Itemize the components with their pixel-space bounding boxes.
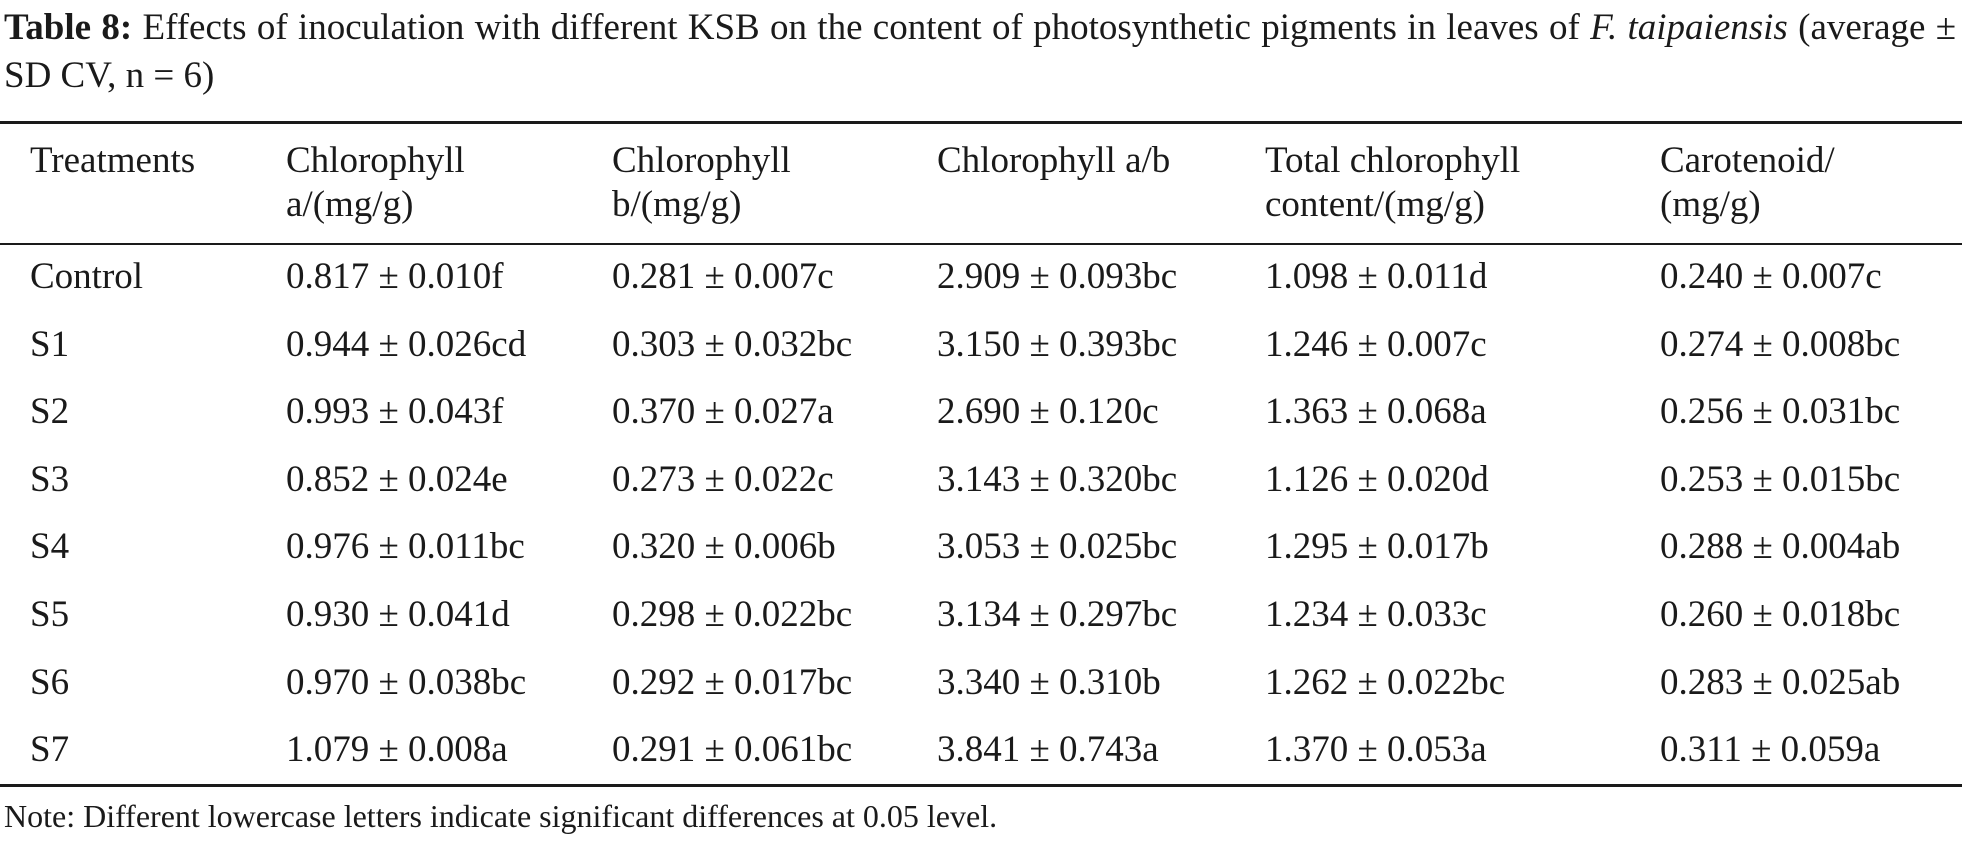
cell-chlorophyll-b: 0.291 ± 0.061bc (612, 729, 853, 771)
table-row: S7 1.079 ± 0.008a 0.291 ± 0.061bc 3.841 ± 0… (0, 716, 1962, 784)
cell-chlorophyll-a: 0.944 ± 0.026cd (286, 323, 527, 365)
header-total-chlorophyll: Total chlorophyll content/(mg/g) (1265, 140, 1521, 225)
cell-total-chlorophyll: 1.370 ± 0.053a (1265, 729, 1487, 771)
table-label: Table 8: (4, 7, 133, 48)
cell-chlorophyll-a: 0.817 ± 0.010f (286, 256, 504, 297)
cell-chlorophyll-b: 0.298 ± 0.022bc (612, 593, 853, 635)
table-row: S3 0.852 ± 0.024e 0.273 ± 0.022c 3.143 ± 0.… (0, 446, 1962, 514)
cell-chlorophyll-ab-ratio: 3.340 ± 0.310b (937, 661, 1161, 703)
table-row: S2 0.993 ± 0.043f 0.370 ± 0.027a 2.690 ± 0.… (0, 378, 1962, 446)
header-chlorophyll-a: Chlorophyll a/(mg/g) (286, 140, 465, 225)
caption-species: F. taipaiensis (1590, 7, 1788, 48)
table-top-rule (0, 121, 1962, 124)
table-header-rule (0, 243, 1962, 245)
cell-carotenoid: 0.288 ± 0.004ab (1660, 526, 1901, 568)
table-body: Control 0.817 ± 0.010f 0.281 ± 0.007c 2.909… (0, 243, 1962, 784)
cell-chlorophyll-ab-ratio: 3.150 ± 0.393bc (937, 323, 1178, 365)
cell-carotenoid: 0.256 ± 0.031bc (1660, 391, 1901, 433)
header-chlorophyll-ab-ratio: Chlorophyll a/b (937, 140, 1171, 181)
cell-chlorophyll-b: 0.281 ± 0.007c (612, 256, 834, 297)
cell-chlorophyll-a: 1.079 ± 0.008a (286, 729, 508, 771)
table-caption: Table 8: Effects of inoculation with dif… (4, 4, 1956, 100)
cell-chlorophyll-ab-ratio: 2.909 ± 0.093bc (937, 256, 1178, 297)
cell-total-chlorophyll: 1.246 ± 0.007c (1265, 323, 1487, 365)
table-row: S1 0.944 ± 0.026cd 0.303 ± 0.032bc 3.150 ± … (0, 311, 1962, 379)
cell-chlorophyll-a: 0.976 ± 0.011bc (286, 526, 525, 568)
cell-chlorophyll-a: 0.970 ± 0.038bc (286, 661, 527, 703)
cell-carotenoid: 0.311 ± 0.059a (1660, 729, 1881, 771)
cell-treatment: S4 (30, 526, 70, 568)
cell-chlorophyll-b: 0.292 ± 0.017bc (612, 661, 853, 703)
cell-treatment: Control (30, 256, 144, 297)
cell-treatment: S3 (30, 458, 70, 500)
caption-text: Effects of inoculation with different KS… (142, 7, 1580, 48)
table-row: Control 0.817 ± 0.010f 0.281 ± 0.007c 2.909… (0, 243, 1962, 311)
table-header-row: Treatments Chlorophyll a/(mg/g) Chlorophy… (0, 124, 1962, 243)
cell-treatment: S6 (30, 661, 70, 703)
header-chlorophyll-b: Chlorophyll b/(mg/g) (612, 140, 791, 225)
cell-carotenoid: 0.283 ± 0.025ab (1660, 661, 1901, 703)
cell-chlorophyll-ab-ratio: 2.690 ± 0.120c (937, 391, 1159, 433)
cell-treatment: S1 (30, 323, 70, 365)
cell-carotenoid: 0.253 ± 0.015bc (1660, 458, 1901, 500)
pigment-table: Treatments Chlorophyll a/(mg/g) Chlorophy… (0, 124, 1962, 784)
cell-carotenoid: 0.240 ± 0.007c (1660, 256, 1882, 297)
cell-chlorophyll-ab-ratio: 3.841 ± 0.743a (937, 729, 1159, 771)
cell-total-chlorophyll: 1.262 ± 0.022bc (1265, 661, 1506, 703)
cell-chlorophyll-ab-ratio: 3.143 ± 0.320bc (937, 458, 1178, 500)
table-row: S6 0.970 ± 0.038bc 0.292 ± 0.017bc 3.340 ± … (0, 649, 1962, 717)
cell-treatment: S2 (30, 391, 70, 433)
cell-treatment: S7 (30, 729, 70, 771)
cell-carotenoid: 0.260 ± 0.018bc (1660, 593, 1901, 635)
cell-total-chlorophyll: 1.363 ± 0.068a (1265, 391, 1487, 433)
cell-total-chlorophyll: 1.295 ± 0.017b (1265, 526, 1489, 568)
table-note: Note: Different lowercase letters indica… (4, 798, 998, 834)
header-carotenoid: Carotenoid/(mg/g) (1660, 140, 1835, 225)
cell-chlorophyll-a: 0.930 ± 0.041d (286, 593, 510, 635)
cell-chlorophyll-b: 0.303 ± 0.032bc (612, 323, 853, 365)
cell-treatment: S5 (30, 593, 70, 635)
table-bottom-rule (0, 784, 1962, 787)
cell-carotenoid: 0.274 ± 0.008bc (1660, 323, 1901, 365)
cell-chlorophyll-b: 0.370 ± 0.027a (612, 391, 834, 433)
header-treatments: Treatments (30, 140, 196, 181)
cell-chlorophyll-a: 0.852 ± 0.024e (286, 458, 508, 500)
cell-total-chlorophyll: 1.098 ± 0.011d (1265, 256, 1488, 297)
cell-chlorophyll-b: 0.273 ± 0.022c (612, 458, 834, 500)
table-row: S5 0.930 ± 0.041d 0.298 ± 0.022bc 3.134 ± 0… (0, 581, 1962, 649)
cell-chlorophyll-ab-ratio: 3.134 ± 0.297bc (937, 593, 1178, 635)
cell-total-chlorophyll: 1.234 ± 0.033c (1265, 593, 1487, 635)
cell-chlorophyll-ab-ratio: 3.053 ± 0.025bc (937, 526, 1178, 568)
table-row: S4 0.976 ± 0.011bc 0.320 ± 0.006b 3.053 ± 0… (0, 513, 1962, 581)
caption-stats: (average ± SD CV, n = 6) (4, 7, 1957, 96)
cell-chlorophyll-a: 0.993 ± 0.043f (286, 391, 504, 433)
cell-chlorophyll-b: 0.320 ± 0.006b (612, 526, 836, 568)
cell-total-chlorophyll: 1.126 ± 0.020d (1265, 458, 1489, 500)
